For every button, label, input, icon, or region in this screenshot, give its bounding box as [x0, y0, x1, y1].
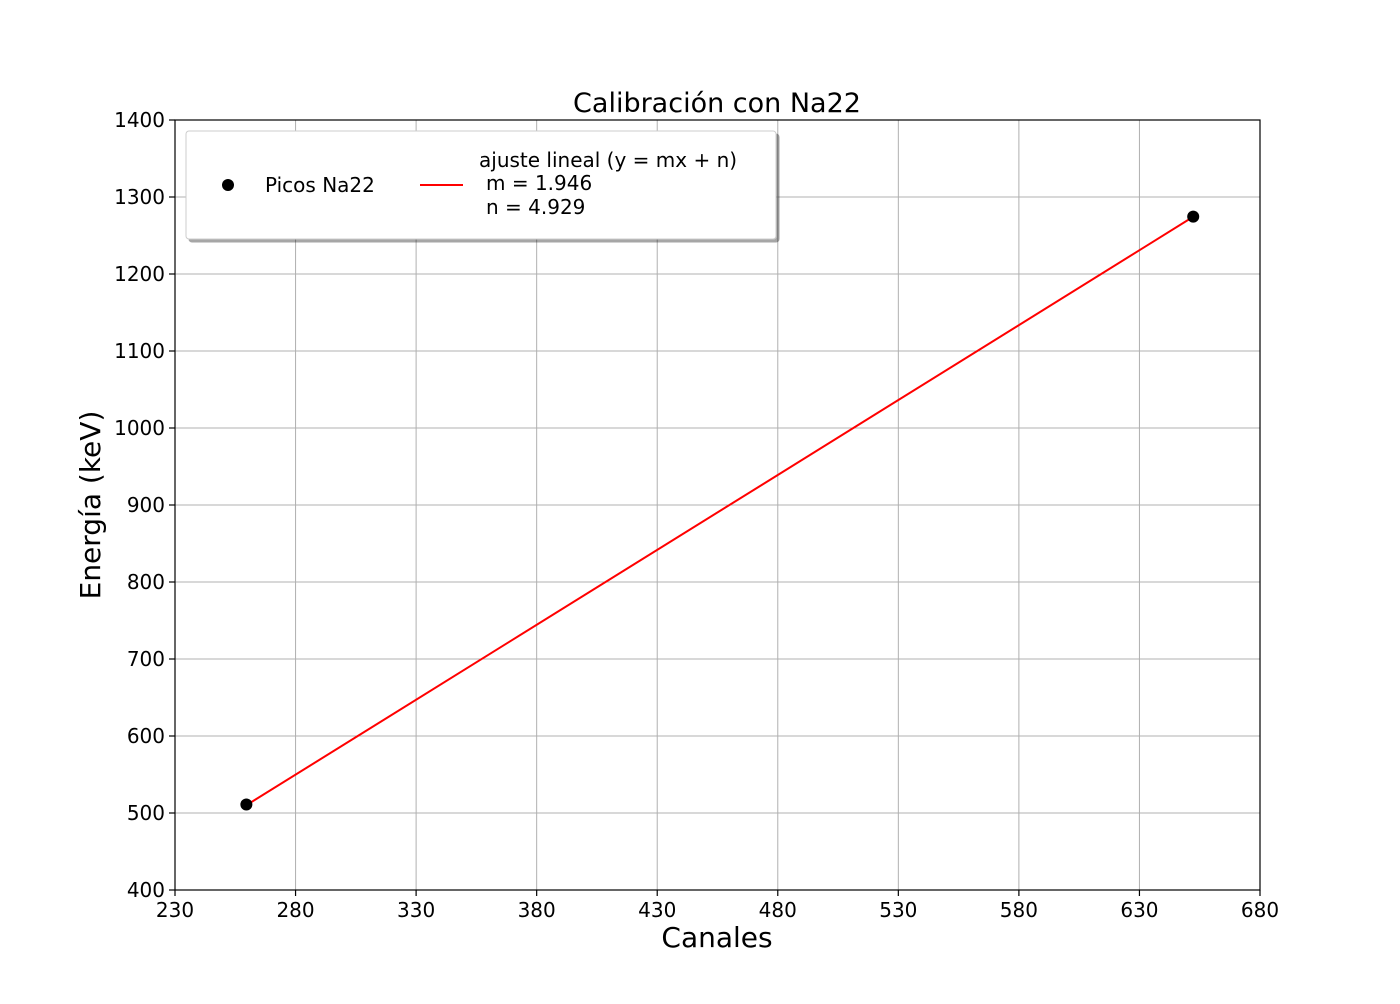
x-axis-label: Canales: [661, 921, 772, 954]
legend-label-fit-title: ajuste lineal (y = mx + n): [479, 148, 737, 172]
y-tick-label: 600: [127, 724, 165, 748]
x-tick-label: 680: [1241, 898, 1279, 922]
data-point-picos: [1187, 210, 1200, 223]
legend-marker-picos: [222, 179, 234, 191]
legend-label-fit-intercept: n = 4.929: [486, 195, 585, 219]
y-tick-label: 500: [127, 801, 165, 825]
y-axis-label: Energía (keV): [74, 411, 107, 600]
axis-ticks: 230 280 330 380 430 480 530 580 630 680 400 500 600 7…: [114, 108, 1279, 922]
legend: Picos Na22 ajuste lineal (y = mx + n) m …: [185, 130, 777, 240]
y-tick-label: 1100: [114, 339, 165, 363]
y-tick-label: 900: [127, 493, 165, 517]
x-tick-label: 580: [1000, 898, 1038, 922]
x-tick-label: 380: [518, 898, 556, 922]
x-tick-label: 630: [1120, 898, 1158, 922]
y-tick-label: 700: [127, 647, 165, 671]
x-tick-label: 530: [879, 898, 917, 922]
legend-label-fit-slope: m = 1.946: [486, 171, 592, 195]
x-tick-label: 430: [638, 898, 676, 922]
x-tick-label: 280: [276, 898, 314, 922]
plot-area-frame: [174, 119, 1261, 891]
y-tick-label: 1200: [114, 262, 165, 286]
y-tick-label: 800: [127, 570, 165, 594]
y-tick-label: 1300: [114, 185, 165, 209]
data-point-picos: [240, 798, 253, 811]
data-series: [240, 210, 1200, 811]
legend-box: [185, 130, 777, 240]
chart-title: Calibración con Na22: [573, 88, 861, 119]
legend-label-picos: Picos Na22: [265, 173, 375, 197]
y-tick-label: 1400: [114, 108, 165, 132]
y-tick-label: 1000: [114, 416, 165, 440]
x-tick-label: 330: [397, 898, 435, 922]
x-tick-label: 480: [759, 898, 797, 922]
y-tick-label: 400: [127, 878, 165, 902]
fit-line: [245, 215, 1194, 807]
x-tick-label: 230: [156, 898, 194, 922]
